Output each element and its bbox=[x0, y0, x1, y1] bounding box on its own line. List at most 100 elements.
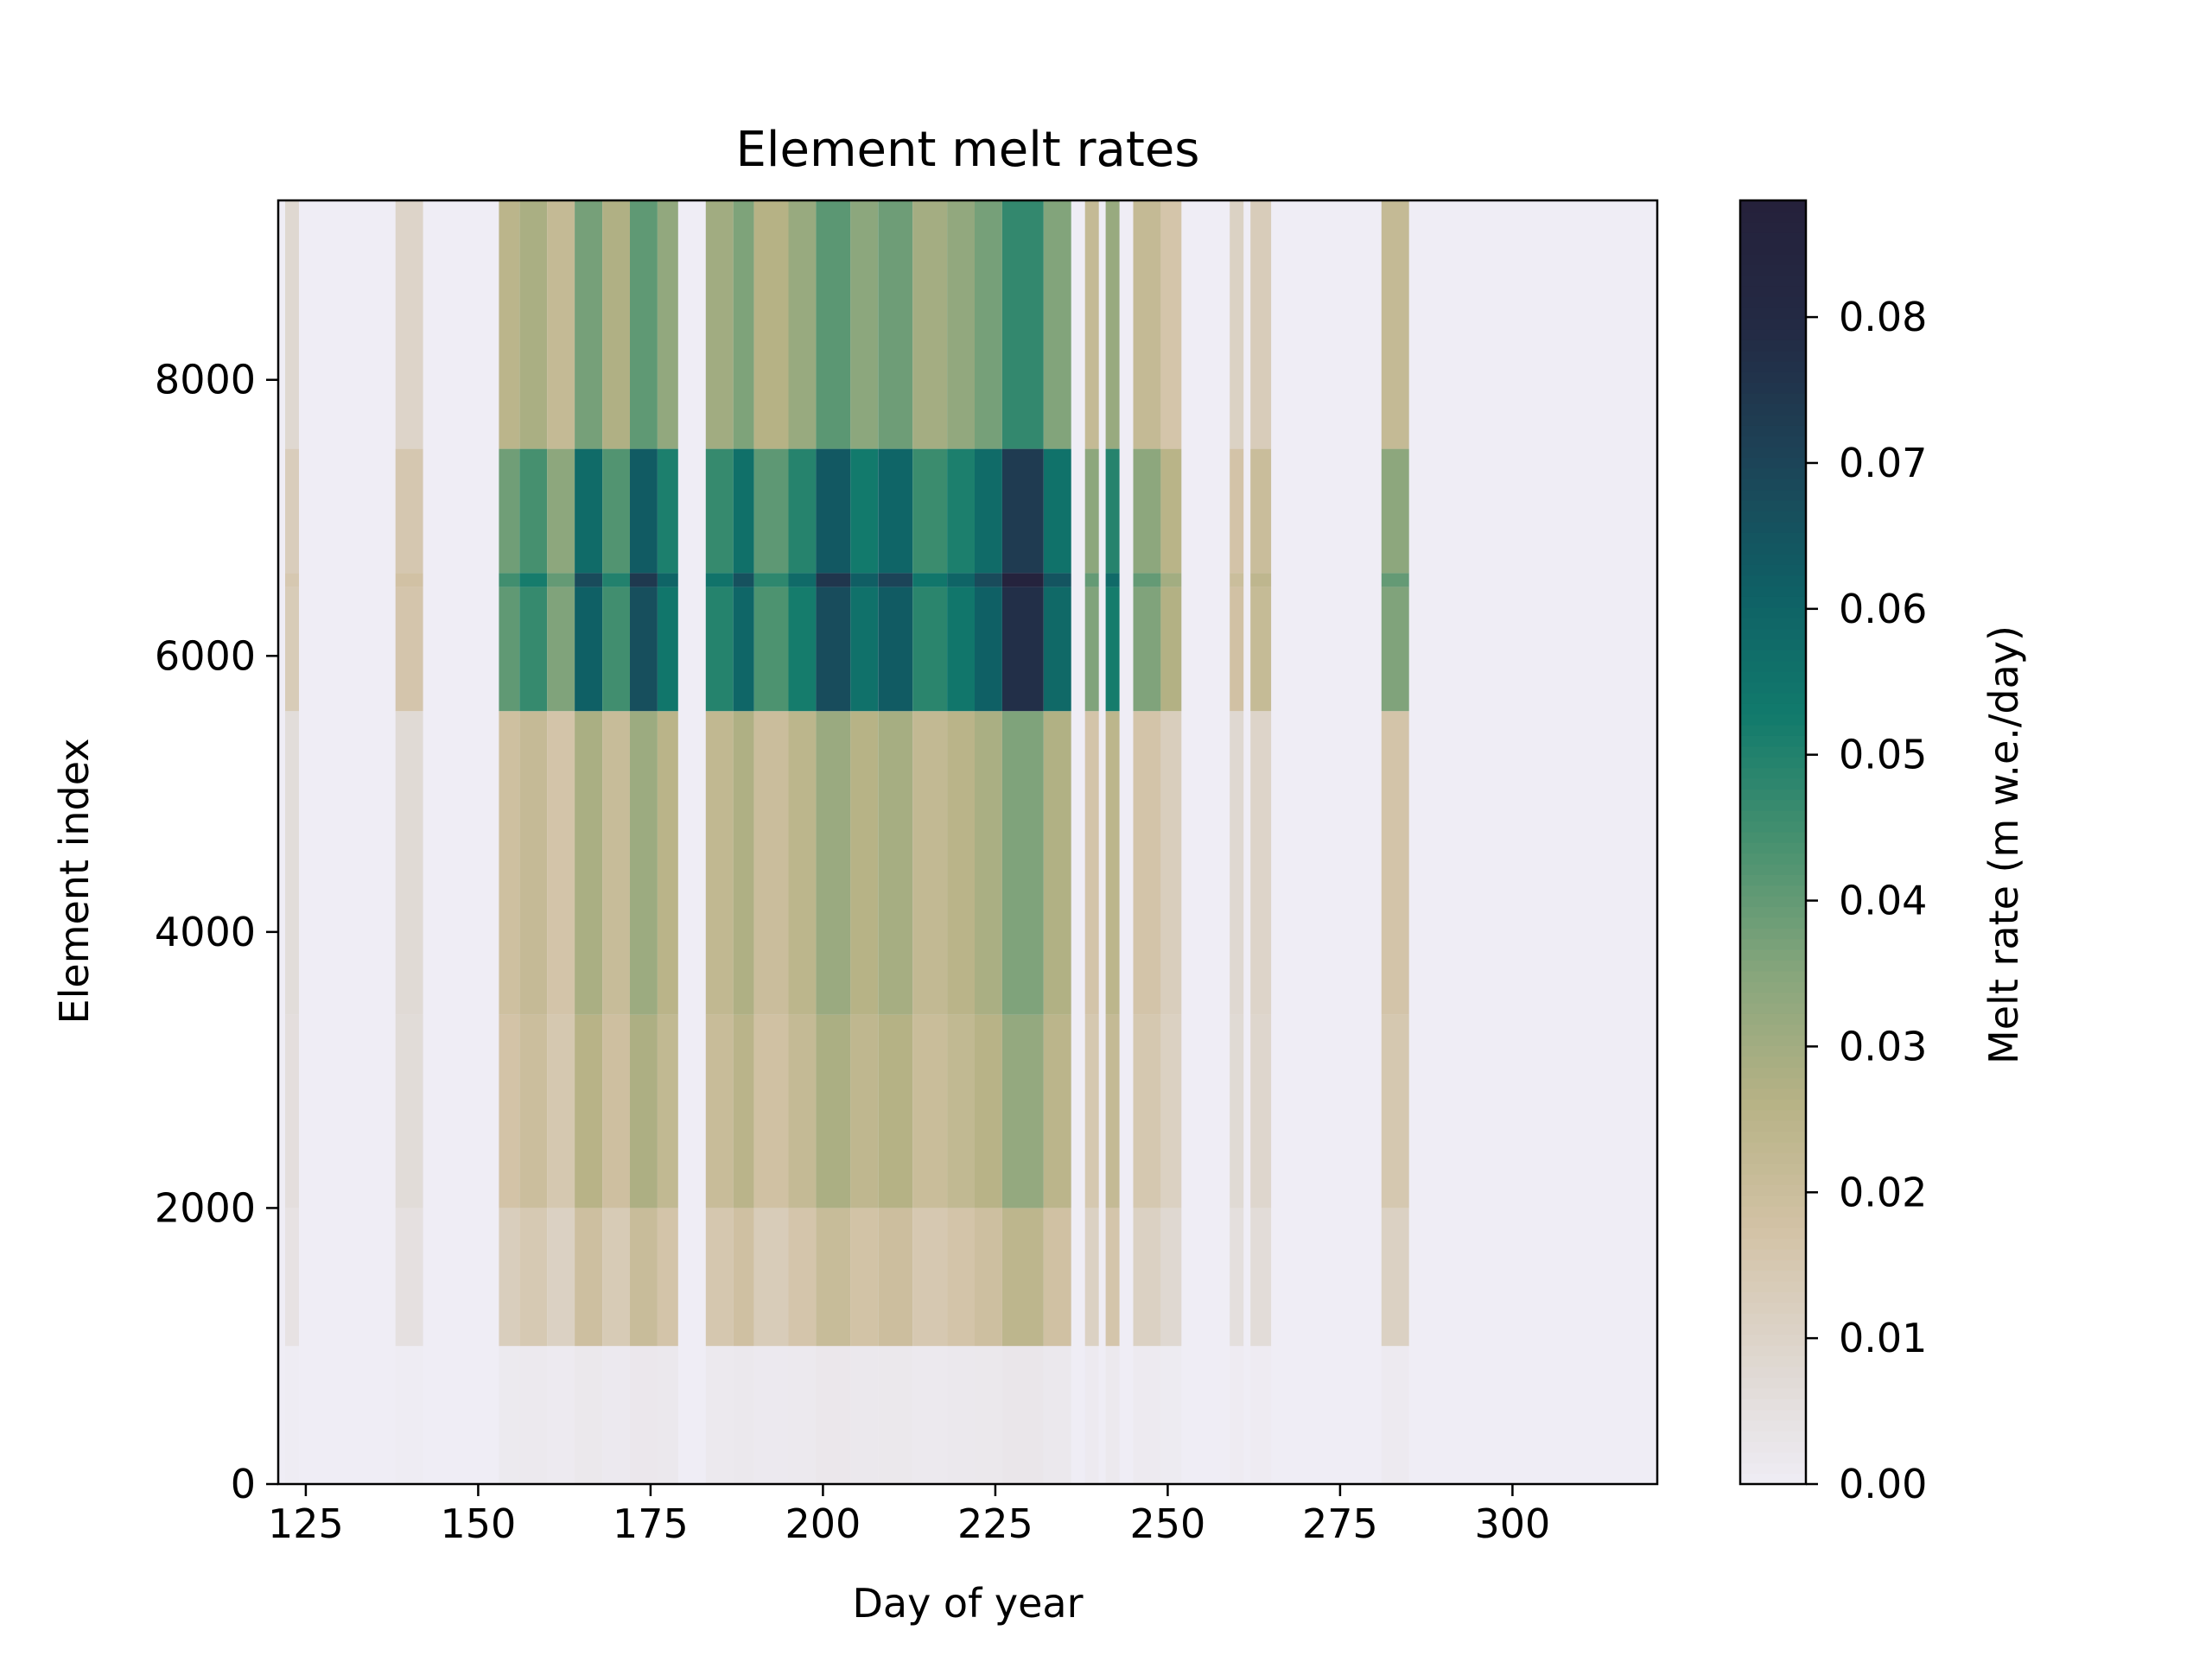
heatmap-cell bbox=[1230, 1208, 1244, 1347]
heatmap-cell bbox=[975, 1208, 1002, 1347]
heatmap-cell bbox=[285, 711, 299, 1015]
heatmap-cell bbox=[912, 573, 948, 587]
colorbar-segment bbox=[1740, 585, 1806, 597]
colorbar-segment bbox=[1740, 435, 1806, 447]
colorbar-segment bbox=[1740, 660, 1806, 672]
colorbar-segment bbox=[1740, 1034, 1806, 1047]
heatmap-cell bbox=[1230, 587, 1244, 712]
colorbar-segment bbox=[1740, 1345, 1806, 1357]
heatmap-cell bbox=[499, 448, 520, 574]
colorbar-segment bbox=[1740, 1067, 1806, 1079]
colorbar-tick-label: 0.08 bbox=[1839, 294, 1927, 340]
heatmap-cell bbox=[519, 1014, 548, 1208]
heatmap-cell bbox=[878, 711, 913, 1015]
heatmap-cell bbox=[1105, 1014, 1120, 1208]
heatmap-cell bbox=[1133, 448, 1161, 574]
heatmap-cell bbox=[1250, 1346, 1272, 1484]
heatmap-cell bbox=[1043, 1346, 1071, 1484]
y-tick-label: 0 bbox=[231, 1461, 256, 1507]
colorbar-segment bbox=[1740, 511, 1806, 523]
heatmap-cell bbox=[947, 573, 975, 587]
colorbar-tick-label: 0.00 bbox=[1839, 1461, 1927, 1507]
heatmap-cell bbox=[395, 448, 423, 574]
heatmap-cell bbox=[1250, 448, 1272, 574]
heatmap-cell bbox=[395, 1014, 423, 1208]
heatmap-cell bbox=[575, 573, 602, 587]
heatmap-cell bbox=[1250, 587, 1272, 712]
heatmap-cell bbox=[657, 711, 678, 1015]
heatmap-cell bbox=[912, 587, 948, 712]
colorbar-segment bbox=[1740, 789, 1806, 801]
colorbar-segment bbox=[1740, 1377, 1806, 1389]
colorbar-segment bbox=[1740, 682, 1806, 694]
heatmap-cell bbox=[1381, 1208, 1409, 1347]
heatmap-cell bbox=[657, 573, 678, 587]
colorbar-segment bbox=[1740, 831, 1806, 843]
heatmap-cell bbox=[947, 200, 975, 449]
heatmap-cell bbox=[788, 1208, 817, 1347]
heatmap-cell bbox=[395, 573, 423, 587]
colorbar-segment bbox=[1740, 917, 1806, 929]
colorbar-segment bbox=[1740, 992, 1806, 1004]
colorbar-segment bbox=[1740, 467, 1806, 479]
colorbar-segment bbox=[1740, 809, 1806, 822]
heatmap-cell bbox=[1001, 1346, 1044, 1484]
heatmap-cell bbox=[975, 448, 1002, 574]
colorbar-segment bbox=[1740, 478, 1806, 491]
heatmap-cell bbox=[788, 448, 817, 574]
heatmap-cell bbox=[947, 711, 975, 1015]
colorbar-segment bbox=[1740, 521, 1806, 533]
heatmap-cell bbox=[788, 711, 817, 1015]
heatmap-cell bbox=[630, 200, 658, 449]
colorbar-segment bbox=[1740, 1227, 1806, 1239]
colorbar-segment bbox=[1740, 1152, 1806, 1164]
y-tick-label: 4000 bbox=[155, 909, 256, 955]
heatmap-cell bbox=[285, 573, 299, 587]
colorbar-segment bbox=[1740, 211, 1806, 223]
colorbar-segment bbox=[1740, 1473, 1806, 1485]
colorbar-segment bbox=[1740, 692, 1806, 704]
heatmap-cell bbox=[602, 200, 630, 449]
colorbar-segment bbox=[1740, 821, 1806, 833]
heatmap-cell bbox=[630, 587, 658, 712]
colorbar-segment bbox=[1740, 1045, 1806, 1057]
colorbar-segment bbox=[1740, 1270, 1806, 1282]
colorbar-segment bbox=[1740, 767, 1806, 779]
heatmap-cell bbox=[753, 200, 789, 449]
colorbar-segment bbox=[1740, 1131, 1806, 1143]
colorbar-segment bbox=[1740, 863, 1806, 875]
colorbar-segment bbox=[1740, 1024, 1806, 1036]
heatmap-cell bbox=[1001, 1014, 1044, 1208]
heatmap-cell bbox=[1160, 200, 1182, 449]
heatmap-cell bbox=[657, 1346, 678, 1484]
colorbar-segment bbox=[1740, 885, 1806, 897]
heatmap-cell bbox=[733, 587, 754, 712]
colorbar-segment bbox=[1740, 1291, 1806, 1304]
heatmap-cell bbox=[1105, 587, 1120, 712]
colorbar-segment bbox=[1740, 714, 1806, 726]
colorbar-segment bbox=[1740, 960, 1806, 972]
heatmap-cell bbox=[1250, 573, 1272, 587]
colorbar: 0.00 0.01 0.02 0.03 0.04 0.05 0.06 0.07 0.08 bbox=[1738, 199, 1927, 1507]
heatmap-cell bbox=[1001, 711, 1044, 1015]
colorbar-segment bbox=[1740, 318, 1806, 330]
colorbar-segment bbox=[1740, 531, 1806, 544]
heatmap-cell bbox=[499, 1208, 520, 1347]
y-tick-label: 8000 bbox=[155, 357, 256, 403]
x-tick-label: 250 bbox=[1130, 1500, 1206, 1547]
heatmap-cell bbox=[816, 1014, 851, 1208]
colorbar-segment bbox=[1740, 703, 1806, 715]
heatmap-cell bbox=[657, 448, 678, 574]
colorbar-segment bbox=[1740, 489, 1806, 501]
heatmap-cell bbox=[1133, 1014, 1161, 1208]
heatmap-cell bbox=[753, 1014, 789, 1208]
heatmap-cell bbox=[1084, 1346, 1099, 1484]
heatmap-cell bbox=[705, 711, 734, 1015]
colorbar-segment bbox=[1740, 1248, 1806, 1260]
plot-frame bbox=[276, 199, 1659, 1486]
heatmap-cell bbox=[975, 573, 1002, 587]
colorbar-segment bbox=[1740, 1409, 1806, 1421]
colorbar-segment bbox=[1740, 938, 1806, 950]
colorbar-segment bbox=[1740, 574, 1806, 587]
